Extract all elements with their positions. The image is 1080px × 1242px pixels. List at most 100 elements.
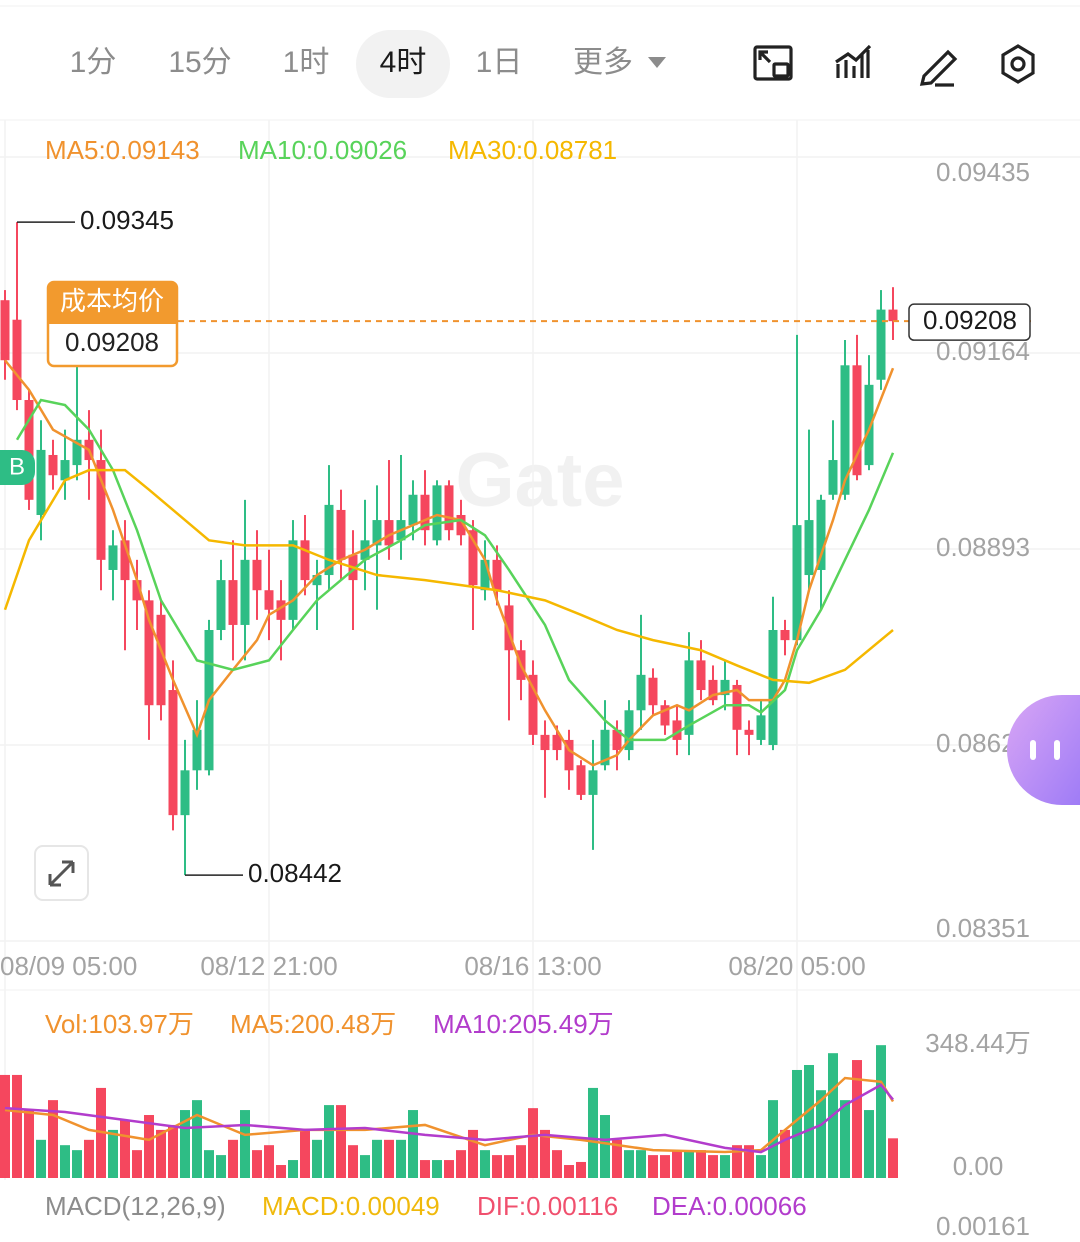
volume-bar [408,1110,418,1178]
volume-bar [852,1060,862,1178]
volume-bar [564,1165,574,1178]
chart-layer: Gate0.083510.086220.088930.091640.094350… [0,120,1080,1241]
macd-legend: MACD:0.00049 [262,1191,440,1221]
volume-bar [600,1115,610,1178]
candle-body [636,674,646,711]
candle-body [840,365,850,495]
candle-body [120,540,130,581]
candle-body [300,540,310,581]
candle-body [708,679,718,701]
icon-layout[interactable] [753,45,793,81]
volume-bar [516,1145,526,1178]
timeframe-tabs: 1分 15分 1时 4时 1日 更多 [70,30,633,98]
volume-bar [24,1110,34,1178]
candle-body [0,300,10,361]
ma-line [15,398,895,742]
dropdown-arrow[interactable] [648,57,666,68]
floating-bubble[interactable] [1007,695,1080,805]
candle-body [456,515,466,536]
volume-bar [468,1129,478,1178]
candle-body [672,720,682,740]
icon-indicator[interactable] [835,44,872,78]
volume-bar [384,1139,394,1178]
candle-body [336,509,346,560]
volume-bar [480,1150,490,1178]
ma-legend: MA10:0.09026 [238,135,407,165]
ma-legend: MA30:0.08781 [448,135,617,165]
volume-bar [216,1155,226,1178]
candle-body [156,614,166,706]
tab[interactable]: 4时 [380,46,427,79]
volume-bar [156,1129,166,1178]
candle-body [540,734,550,751]
volume-bar [708,1155,718,1178]
volume-bar [684,1150,694,1178]
volume-bar [816,1090,826,1178]
tab[interactable]: 1日 [476,46,523,79]
candle-body [468,530,478,586]
candle-body [888,309,898,322]
tab[interactable]: 1分 [70,46,117,79]
volume-bar [0,1074,10,1178]
y-tick-label: 0.08351 [936,913,1030,943]
tab[interactable]: 1时 [283,46,330,79]
expand-button[interactable] [34,845,89,901]
volume-bar [36,1139,46,1178]
volume-bar [756,1155,766,1178]
candle-body [660,705,670,726]
volume-bar [696,1150,706,1178]
volume-bar [612,1139,622,1178]
candle-body [552,734,562,751]
volume-ma-line [4,1083,894,1154]
candle-body [444,485,454,531]
candle-body [12,319,22,401]
bubble-shape[interactable] [1007,695,1080,805]
candle-body [24,400,34,500]
y-tick-label: 0.00 [953,1151,1004,1181]
candle-body [816,499,826,570]
candle-body [36,449,46,516]
candle-body [876,309,886,380]
macd-axis-label: 0.00161 [936,1211,1030,1241]
volume-bar [228,1139,238,1178]
candle-body [252,559,262,591]
candle-body [852,365,862,476]
candle-body [48,454,58,476]
macd-legend: DIF:0.00116 [477,1191,618,1221]
candle-body [60,460,70,481]
candle-body [720,679,730,696]
volume-bar [180,1110,190,1178]
candle-body [612,729,622,751]
volume-bar [204,1150,214,1178]
candle-body [276,600,286,620]
volume-bar [84,1139,94,1178]
volume-bar [264,1145,274,1178]
price-tag-text: 0.09208 [923,305,1017,335]
volume-bar [132,1150,142,1178]
candle-body [480,559,490,591]
candle-body [792,525,802,641]
volume-bar [576,1161,586,1178]
volume-bar [504,1155,514,1178]
icon-settings[interactable] [1001,44,1035,84]
bubble-eye [1054,740,1060,760]
candle-body [768,630,778,745]
candle-body [168,690,178,816]
volume-bar [732,1145,742,1178]
y-tick-label: 0.08893 [936,532,1030,562]
candle-body [264,590,274,610]
macd-legend: MACD(12,26,9) [45,1191,226,1221]
volume-bar [324,1105,334,1178]
tab[interactable]: 15分 [168,46,231,79]
volume-bar [72,1150,82,1178]
volume-bar [648,1155,658,1178]
volume-bar [60,1145,70,1178]
candle-body [684,660,694,735]
volume-bar [12,1074,22,1178]
tab[interactable]: 更多 [573,46,633,79]
candle-body [576,765,586,795]
icon-draw[interactable] [919,49,958,87]
candle-body [228,580,238,625]
candle-body [72,439,82,466]
